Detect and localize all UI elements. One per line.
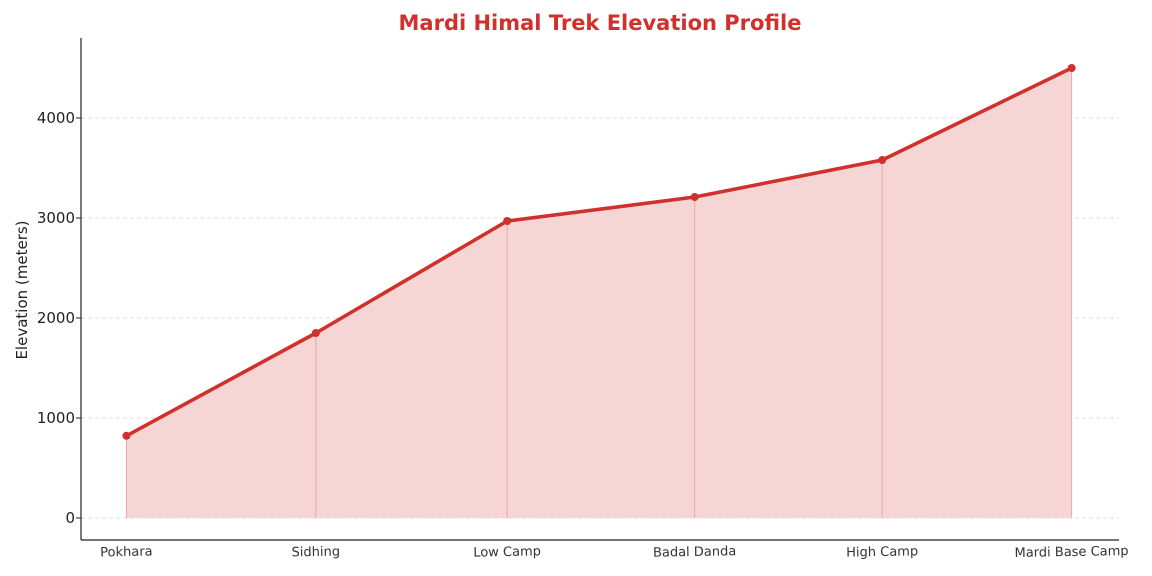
y-tick-label: 4000 xyxy=(37,109,75,127)
x-tick-label: Badal Danda xyxy=(653,544,737,560)
x-tick-label: Mardi Base Camp xyxy=(1014,544,1128,561)
waypoint-marker xyxy=(1067,64,1076,72)
waypoint-marker xyxy=(878,156,887,164)
y-tick-label: 1000 xyxy=(37,409,75,427)
y-tick-label: 2000 xyxy=(37,309,75,327)
axis-layer xyxy=(80,38,1119,541)
y-axis-label: Elevation (meters) xyxy=(13,220,31,359)
elevation-line xyxy=(124,66,1074,438)
x-tick-label: Low Camp xyxy=(473,544,541,560)
x-tick-label: Sidhing xyxy=(291,545,340,561)
line-layer xyxy=(122,64,1076,440)
x-tick-label: High Camp xyxy=(846,544,918,560)
area-layer xyxy=(125,68,1073,518)
x-tick-label: Pokhara xyxy=(100,545,153,561)
y-tick-label: 3000 xyxy=(37,209,75,227)
waypoint-marker xyxy=(311,329,320,337)
y-tick-label: 0 xyxy=(65,509,75,527)
waypoint-marker xyxy=(690,193,699,201)
elevation-area xyxy=(126,68,1072,518)
tick-layer: 0 1000 2000 3000 4000 Pokhara Sidhing Low Camp B… xyxy=(37,109,1129,561)
chart-title: Mardi Himal Trek Elevation Profile xyxy=(399,11,802,35)
waypoint-marker xyxy=(503,217,512,225)
waypoint-marker xyxy=(122,431,131,440)
